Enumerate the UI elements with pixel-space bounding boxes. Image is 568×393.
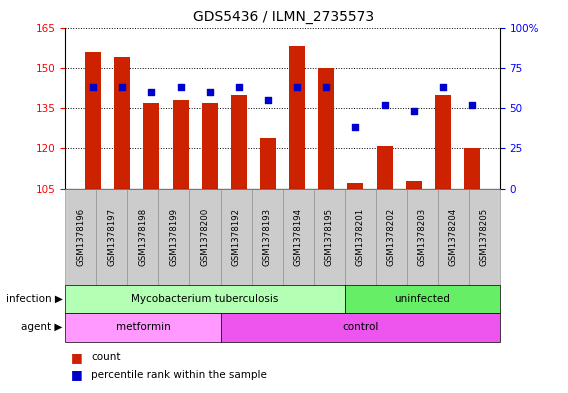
Point — [467, 102, 477, 108]
Text: uninfected: uninfected — [394, 294, 450, 304]
Point — [351, 124, 360, 130]
Text: GSM1378205: GSM1378205 — [480, 208, 489, 266]
Text: ■: ■ — [71, 351, 83, 364]
Text: Mycobacterium tuberculosis: Mycobacterium tuberculosis — [131, 294, 279, 304]
Point — [380, 102, 389, 108]
Text: count: count — [91, 352, 120, 362]
Point — [438, 84, 448, 90]
Text: GSM1378200: GSM1378200 — [201, 208, 210, 266]
Point — [176, 84, 185, 90]
Text: GSM1378193: GSM1378193 — [262, 208, 272, 266]
Bar — [435, 95, 451, 189]
Bar — [289, 46, 305, 189]
Text: GSM1378201: GSM1378201 — [356, 208, 365, 266]
Point — [205, 89, 214, 95]
Bar — [464, 148, 480, 189]
Text: control: control — [342, 322, 378, 332]
Point — [321, 84, 331, 90]
Bar — [143, 103, 160, 189]
Text: ■: ■ — [71, 368, 83, 382]
Text: GSM1378197: GSM1378197 — [107, 208, 116, 266]
Text: GSM1378196: GSM1378196 — [76, 208, 85, 266]
Bar — [173, 100, 189, 189]
Point — [118, 84, 127, 90]
Text: GSM1378192: GSM1378192 — [232, 208, 240, 266]
Text: GDS5436 / ILMN_2735573: GDS5436 / ILMN_2735573 — [194, 10, 374, 24]
Bar — [406, 180, 422, 189]
Text: GSM1378199: GSM1378199 — [169, 208, 178, 266]
Text: GSM1378194: GSM1378194 — [294, 208, 303, 266]
Point — [235, 84, 244, 90]
Text: infection ▶: infection ▶ — [6, 294, 62, 304]
Bar — [260, 138, 276, 189]
Bar — [348, 183, 364, 189]
Bar — [377, 146, 392, 189]
Point — [89, 84, 98, 90]
Text: GSM1378198: GSM1378198 — [139, 208, 148, 266]
Text: GSM1378202: GSM1378202 — [387, 208, 396, 266]
Bar — [202, 103, 218, 189]
Text: percentile rank within the sample: percentile rank within the sample — [91, 370, 267, 380]
Text: GSM1378203: GSM1378203 — [417, 208, 427, 266]
Text: agent ▶: agent ▶ — [21, 322, 62, 332]
Bar — [114, 57, 130, 189]
Text: metformin: metformin — [115, 322, 170, 332]
Point — [409, 108, 418, 114]
Text: GSM1378204: GSM1378204 — [449, 208, 458, 266]
Bar — [231, 95, 247, 189]
Bar — [85, 51, 101, 189]
Point — [293, 84, 302, 90]
Point — [147, 89, 156, 95]
Bar — [318, 68, 335, 189]
Text: GSM1378195: GSM1378195 — [325, 208, 333, 266]
Point — [264, 97, 273, 103]
